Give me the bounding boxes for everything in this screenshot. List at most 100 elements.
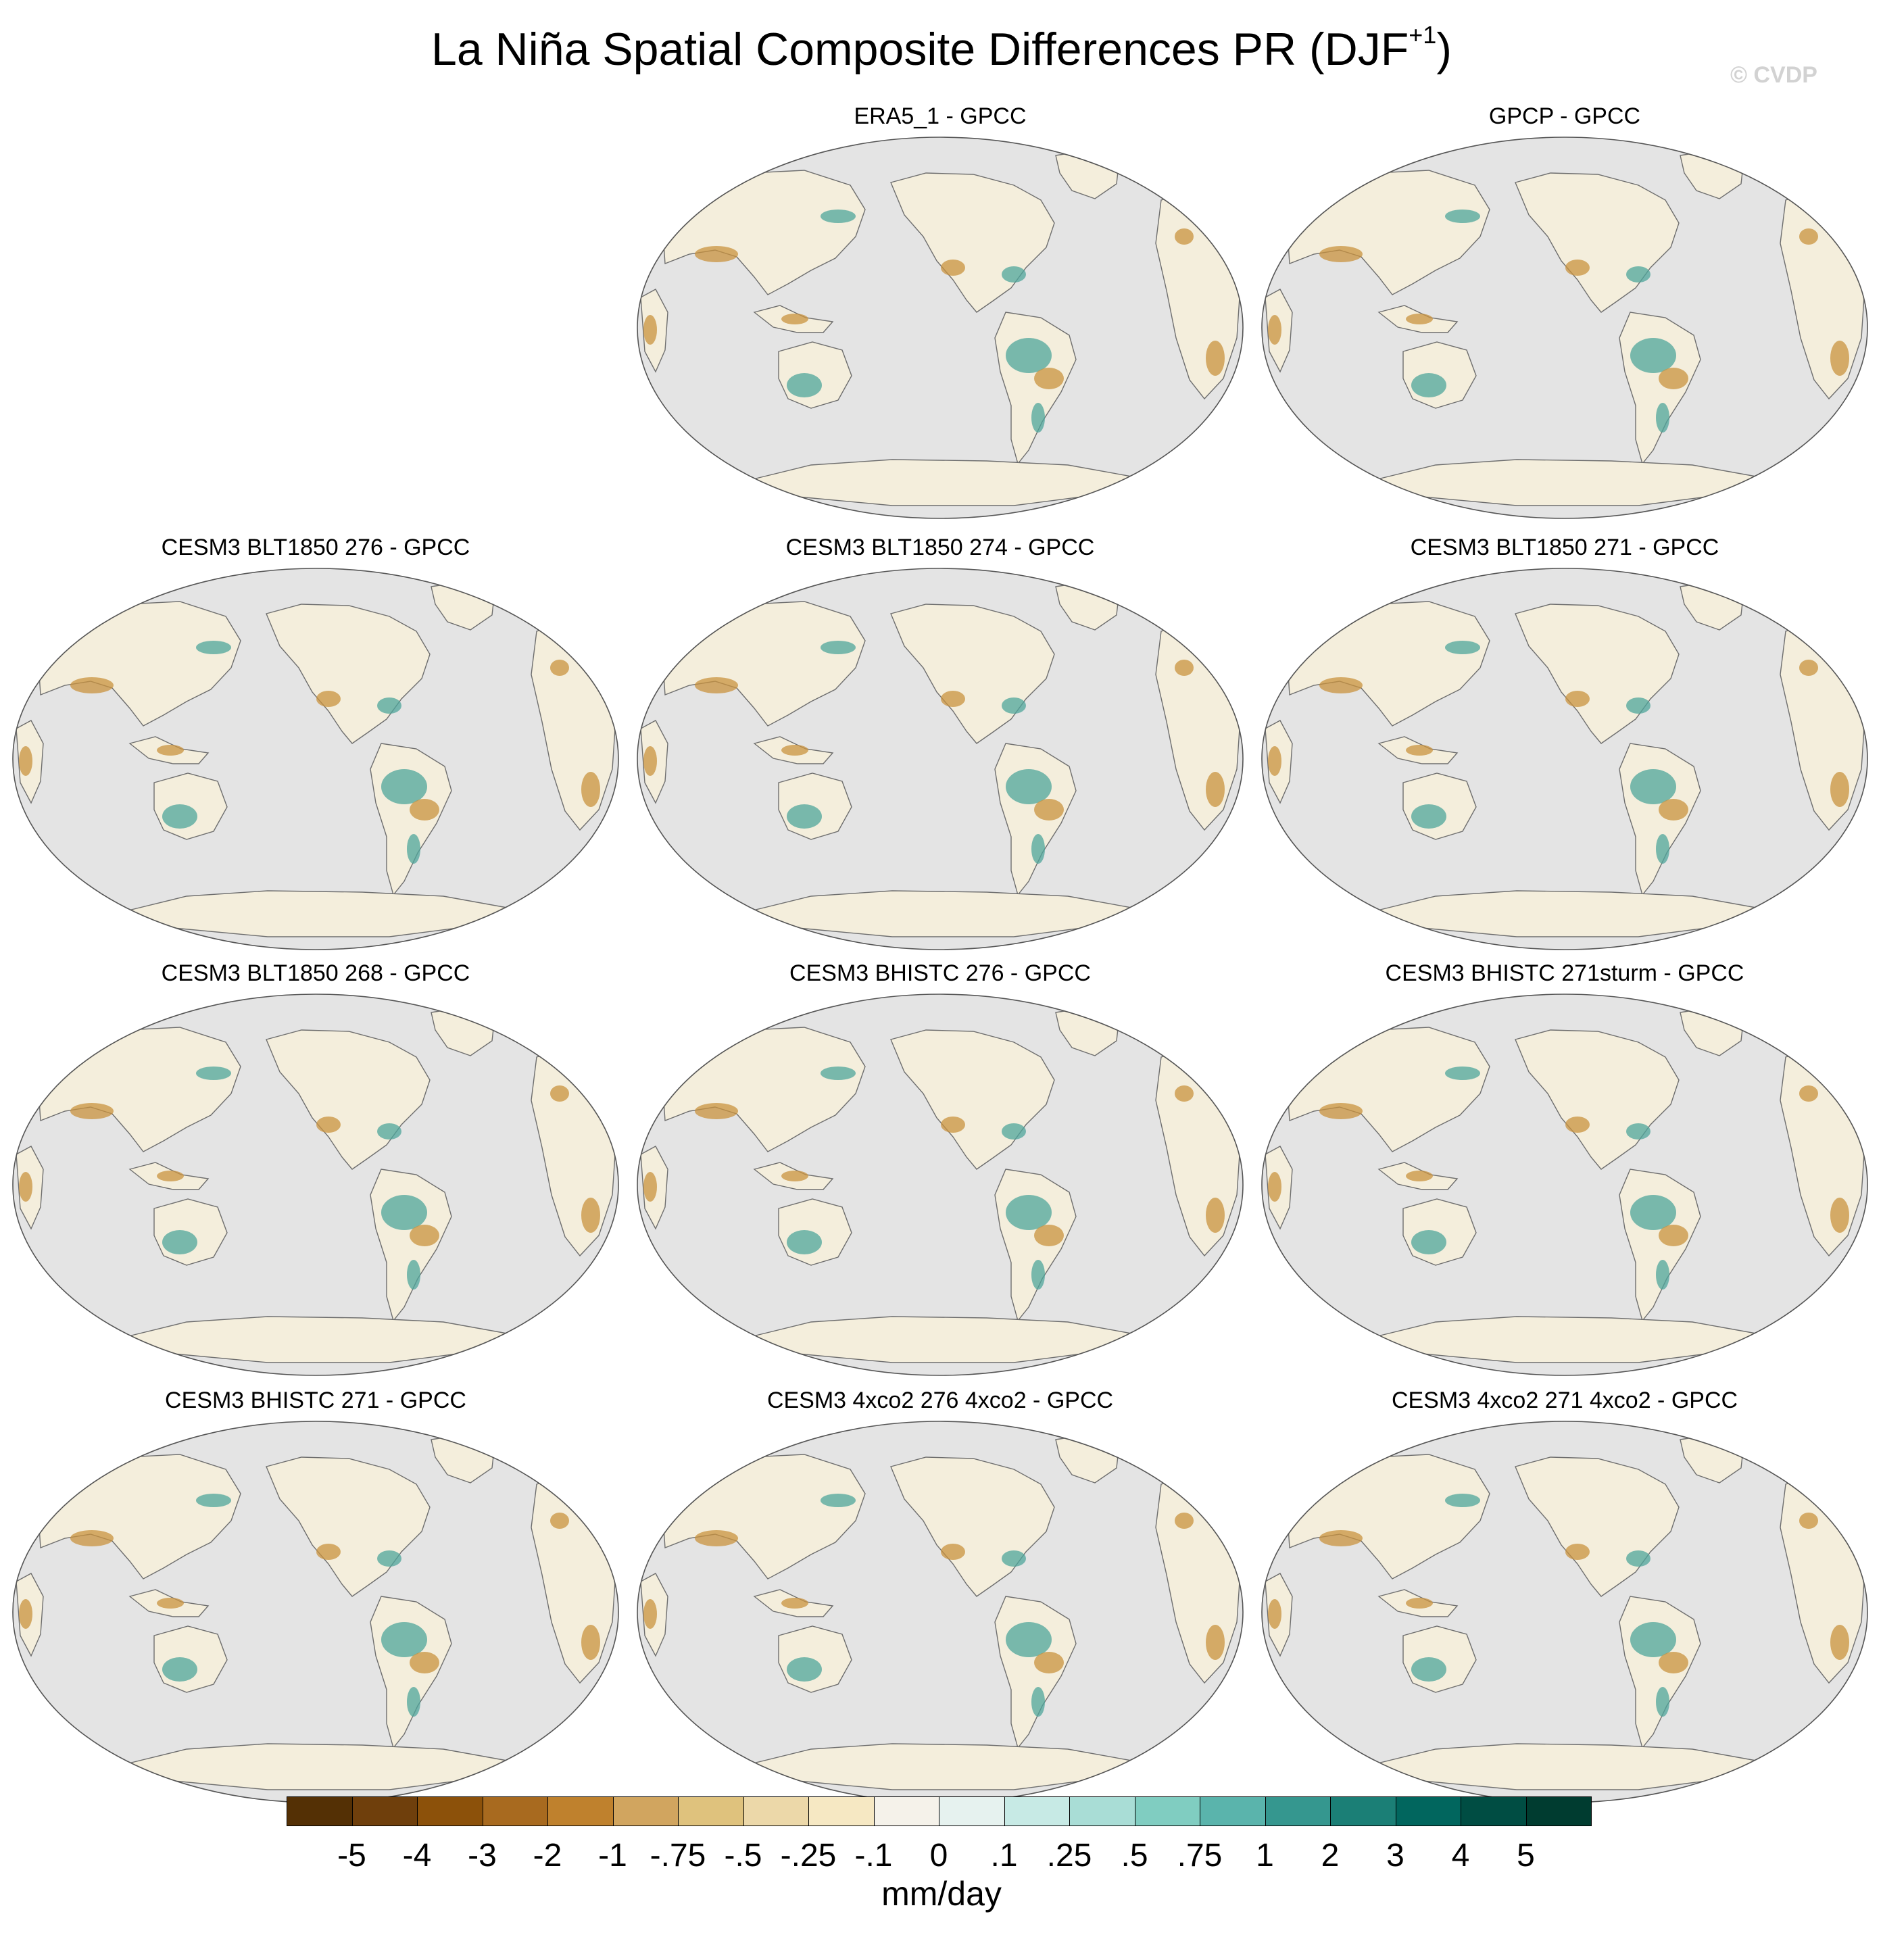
dry-anomaly-region — [1659, 1225, 1688, 1246]
dry-anomaly-region — [1206, 1198, 1225, 1233]
precip-map — [1261, 568, 1868, 950]
wet-anomaly-region — [377, 1550, 401, 1567]
colorbar-swatch — [351, 1796, 418, 1826]
wet-anomaly-region — [1630, 769, 1676, 804]
dry-anomaly-region — [1206, 341, 1225, 376]
dry-anomaly-region — [1268, 1599, 1281, 1629]
dry-anomaly-region — [550, 660, 569, 676]
wet-anomaly-region — [1002, 697, 1026, 714]
dry-anomaly-region — [1659, 1652, 1688, 1673]
wet-anomaly-region — [1411, 1657, 1446, 1682]
map-border — [1261, 137, 1868, 519]
colorbar-swatch — [743, 1796, 809, 1826]
colorbar-swatch — [808, 1796, 875, 1826]
colorbar-swatch — [417, 1796, 483, 1826]
colorbar-swatch — [939, 1796, 1005, 1826]
colorbar-tick-label: -1 — [598, 1838, 627, 1873]
dry-anomaly-region — [1406, 1598, 1433, 1609]
dry-anomaly-region — [19, 1599, 32, 1629]
dry-anomaly-region — [781, 314, 808, 324]
dry-anomaly-region — [781, 1598, 808, 1609]
dry-anomaly-region — [19, 1172, 32, 1202]
map-border — [637, 568, 1244, 950]
wet-anomaly-region — [1626, 1123, 1650, 1140]
wet-anomaly-region — [196, 641, 231, 654]
wet-anomaly-region — [821, 1494, 856, 1507]
dry-anomaly-region — [1034, 1225, 1064, 1246]
dry-anomaly-region — [695, 1103, 738, 1119]
colorbar-swatch — [1200, 1796, 1266, 1826]
panel-title: CESM3 4xco2 271 4xco2 - GPCC — [1391, 1388, 1738, 1413]
dry-anomaly-region — [1319, 1103, 1363, 1119]
colorbar-swatch — [873, 1796, 939, 1826]
colorbar-swatch — [1069, 1796, 1135, 1826]
dry-anomaly-region — [1659, 368, 1688, 389]
title-superscript: +1 — [1409, 21, 1437, 49]
colorbar-tick-label: -.5 — [724, 1838, 762, 1873]
map-panel: GPCP - GPCC — [1260, 103, 1869, 522]
dry-anomaly-region — [695, 246, 738, 262]
dry-anomaly-region — [70, 1530, 114, 1546]
wet-anomaly-region — [787, 804, 822, 829]
dry-anomaly-region — [410, 1652, 439, 1673]
wet-anomaly-region — [1031, 1687, 1045, 1717]
colorbar-swatch — [482, 1796, 548, 1826]
dry-anomaly-region — [1406, 1171, 1433, 1181]
wet-anomaly-region — [1031, 1260, 1045, 1290]
figure-title: La Niña Spatial Composite Differences PR… — [0, 19, 1883, 80]
dry-anomaly-region — [643, 1599, 657, 1629]
colorbar-tick-label: .1 — [990, 1838, 1018, 1873]
dry-anomaly-region — [1175, 1085, 1194, 1102]
wet-anomaly-region — [1656, 1260, 1669, 1290]
precip-map — [1261, 137, 1868, 519]
panel-title: CESM3 BHISTC 276 - GPCC — [789, 960, 1091, 986]
wet-anomaly-region — [1626, 266, 1650, 283]
wet-anomaly-region — [1031, 834, 1045, 864]
dry-anomaly-region — [941, 1544, 965, 1560]
dry-anomaly-region — [1034, 1652, 1064, 1673]
dry-anomaly-region — [410, 799, 439, 820]
dry-anomaly-region — [781, 1171, 808, 1181]
precip-map — [1261, 1421, 1868, 1803]
dry-anomaly-region — [1268, 315, 1281, 345]
dry-anomaly-region — [1799, 228, 1818, 245]
panel-title: ERA5_1 - GPCC — [854, 103, 1027, 129]
wet-anomaly-region — [1411, 373, 1446, 397]
wet-anomaly-region — [1630, 1622, 1676, 1657]
dry-anomaly-region — [1406, 314, 1433, 324]
title-end: ) — [1436, 24, 1452, 75]
panel-title: CESM3 4xco2 276 4xco2 - GPCC — [766, 1388, 1114, 1413]
map-panel: CESM3 BHISTC 271 - GPCC — [11, 1387, 620, 1806]
dry-anomaly-region — [1799, 1085, 1818, 1102]
wet-anomaly-region — [1006, 769, 1052, 804]
dry-anomaly-region — [1206, 1625, 1225, 1660]
map-panel: CESM3 BLT1850 276 - GPCC — [11, 534, 620, 953]
colorbar-units: mm/day — [881, 1875, 1002, 1913]
precip-map — [637, 994, 1244, 1376]
wet-anomaly-region — [1002, 266, 1026, 283]
colorbar-tick-label: .5 — [1121, 1838, 1148, 1873]
dry-anomaly-region — [1659, 799, 1688, 820]
wet-anomaly-region — [1006, 1195, 1052, 1230]
dry-anomaly-region — [1565, 1544, 1590, 1560]
panel-title: CESM3 BLT1850 271 - GPCC — [1410, 535, 1719, 560]
colorbar-swatch — [1134, 1796, 1200, 1826]
wet-anomaly-region — [407, 1260, 420, 1290]
precip-map — [12, 1421, 619, 1803]
dry-anomaly-region — [1268, 1172, 1281, 1202]
wet-anomaly-region — [821, 641, 856, 654]
map-border — [12, 568, 619, 950]
dry-anomaly-region — [1175, 228, 1194, 245]
colorbar-tick-label: 1 — [1256, 1838, 1274, 1873]
wet-anomaly-region — [1445, 210, 1480, 223]
map-panel: CESM3 BLT1850 268 - GPCC — [11, 960, 620, 1379]
wet-anomaly-region — [407, 1687, 420, 1717]
dry-anomaly-region — [1319, 1530, 1363, 1546]
precip-map — [637, 568, 1244, 950]
precip-map — [637, 1421, 1244, 1803]
panel-title: CESM3 BLT1850 276 - GPCC — [161, 535, 470, 560]
map-border — [637, 137, 1244, 519]
dry-anomaly-region — [1565, 260, 1590, 276]
panel-title: CESM3 BLT1850 268 - GPCC — [161, 960, 470, 986]
wet-anomaly-region — [162, 1657, 197, 1682]
